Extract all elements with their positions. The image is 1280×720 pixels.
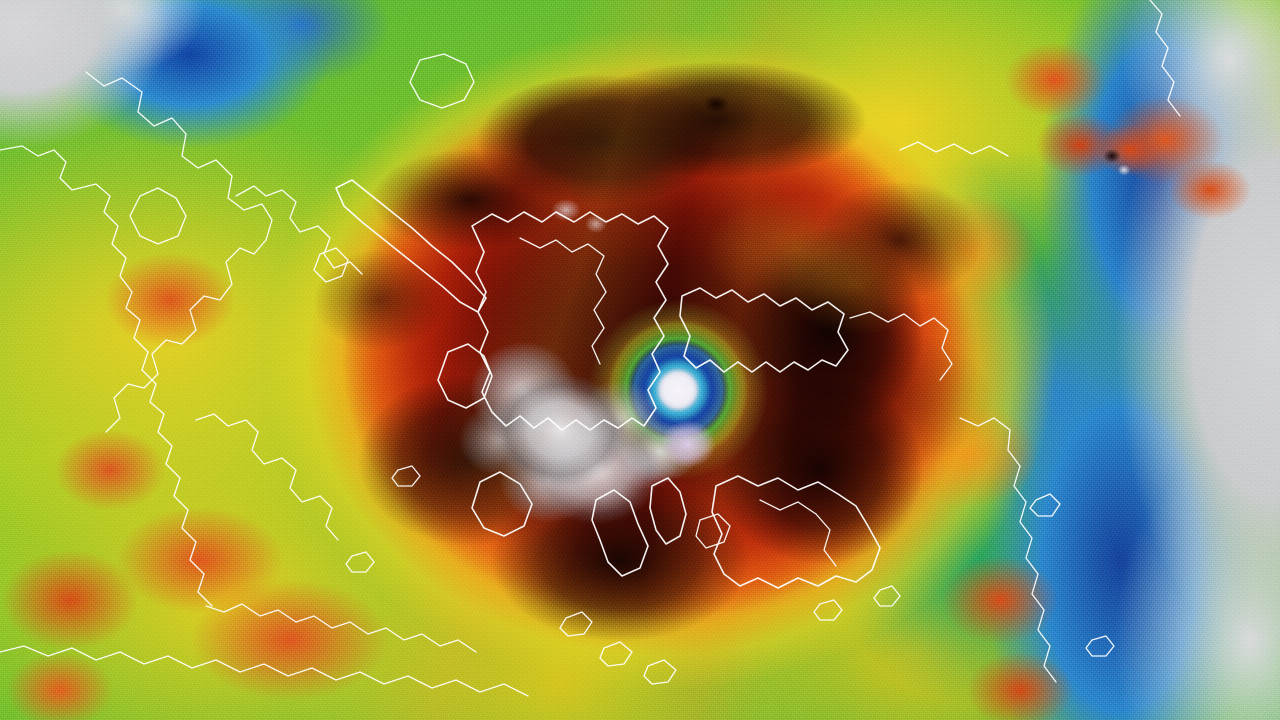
coastline-island-east-1 [1085,635,1115,657]
coastline-island-sulu-2 [599,641,633,667]
border-indochina-inland [85,71,273,433]
coastline-mekong-delta [195,413,339,541]
coastline-north-border-fragment [1149,0,1181,117]
coastline-gulf-inlet [235,185,363,275]
coastline-island-spratly-2 [345,551,375,573]
coastline-bicol-samar [679,287,849,373]
coastline-borneo [0,645,529,697]
coastline-panay [471,471,533,537]
coastline-negros [591,489,649,577]
coastline-luzon [471,211,669,431]
coastline-indochina-north [0,145,213,607]
coastline-mindoro [437,343,493,409]
coastline-indochina-south [205,603,477,653]
coastline-palawan-offshore [313,247,349,283]
border-mindanao-interior [759,499,837,567]
coastline-cebu [649,477,687,545]
coastline-northeast-fragment [899,141,1009,157]
coastline-island-spratly-4 [873,585,901,607]
coastline-island-sulu-1 [559,611,593,637]
coastline-island-palau-arc [1029,493,1061,517]
coastline-island-sulu-3 [643,659,677,685]
coastline-island-spratly-3 [813,599,843,621]
coastline-bohol [695,513,731,549]
coastline-northwest-lake [129,187,187,245]
coastline-mindanao [711,475,881,589]
coastline-island-hainan [409,53,475,109]
border-luzon-interior [519,237,607,365]
coastline-island-spratly-1 [391,465,421,487]
coastline-palawan [335,179,487,313]
coastline-samar-east [849,311,953,381]
coastline-east-shelf-line [959,417,1057,683]
